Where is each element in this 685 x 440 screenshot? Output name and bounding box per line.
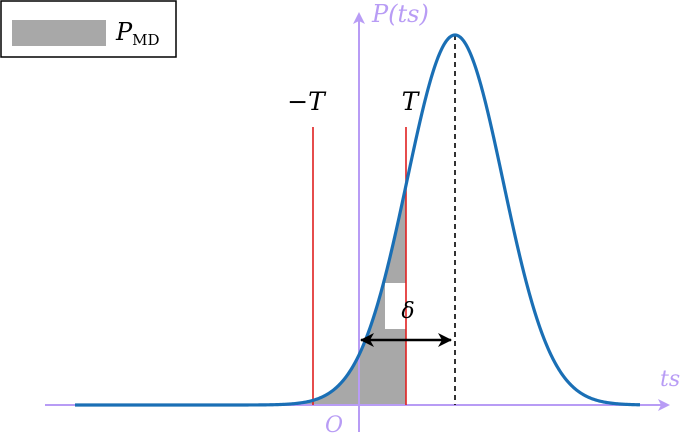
delta-label-background xyxy=(385,283,429,329)
origin-label: O xyxy=(325,413,343,438)
missed-detection-area xyxy=(300,185,406,405)
delta-label: δ xyxy=(401,299,414,324)
probability-curve xyxy=(74,33,641,407)
legend-label: PMD xyxy=(115,18,160,49)
neg-threshold-label: −T xyxy=(287,87,327,116)
pos-threshold-label: T xyxy=(402,87,421,116)
legend: PMD xyxy=(0,0,177,58)
y-axis-label: P(ts) xyxy=(371,0,429,28)
x-axis-label: ts xyxy=(660,367,680,392)
legend-swatch xyxy=(12,20,106,46)
